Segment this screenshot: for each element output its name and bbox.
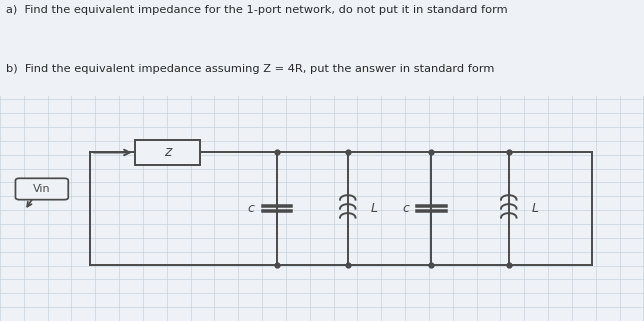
Text: L: L xyxy=(370,202,377,215)
Text: c: c xyxy=(402,202,409,215)
Text: z: z xyxy=(164,145,171,160)
Text: b)  Find the equivalent impedance assuming Z = 4R, put the answer in standard fo: b) Find the equivalent impedance assumin… xyxy=(6,64,495,74)
Text: c: c xyxy=(247,202,254,215)
Text: a)  Find the equivalent impedance for the 1-port network, do not put it in stand: a) Find the equivalent impedance for the… xyxy=(6,5,508,15)
Text: Vin: Vin xyxy=(33,184,51,194)
FancyBboxPatch shape xyxy=(15,178,68,200)
Text: L: L xyxy=(531,202,538,215)
Bar xyxy=(135,140,200,165)
